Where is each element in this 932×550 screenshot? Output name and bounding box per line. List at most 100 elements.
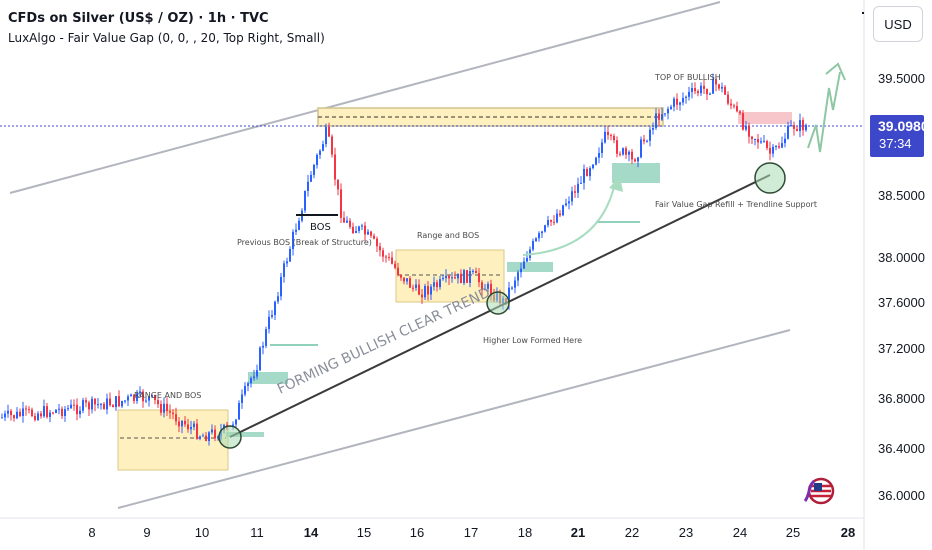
y-tick-label: 36.0000 <box>878 488 925 503</box>
candle-body <box>25 408 27 410</box>
candle-body <box>739 111 741 114</box>
candle-body <box>259 347 261 371</box>
candle-body <box>559 213 561 216</box>
candle-body <box>58 408 60 410</box>
candle-body <box>394 263 396 268</box>
candle-body <box>625 148 627 155</box>
candle-body <box>55 409 57 413</box>
candle-body <box>313 164 315 175</box>
candle-body <box>265 329 267 346</box>
candle-body <box>583 168 585 183</box>
candle-body <box>757 138 759 143</box>
candle-body <box>187 424 189 430</box>
candle-body <box>571 191 573 202</box>
candle-body <box>445 275 447 279</box>
candle-body <box>580 182 582 184</box>
candle-body <box>13 415 15 419</box>
x-tick-label: 23 <box>679 525 693 540</box>
candle-body <box>328 126 330 137</box>
candle-body <box>448 275 450 279</box>
projection-arrowhead <box>609 176 623 192</box>
candle-body <box>385 256 387 258</box>
candle-body <box>619 153 621 155</box>
candle-body <box>4 413 6 418</box>
candle-body <box>577 183 579 193</box>
label-previous-bos: Previous BOS (Break of Structure) <box>237 238 372 247</box>
label-top-of-bullish: TOP OF BULLISH <box>654 73 721 82</box>
candle-body <box>274 301 276 316</box>
candle-body <box>742 113 744 130</box>
candle-body <box>319 150 321 155</box>
candle-body <box>214 429 216 439</box>
candle-body <box>793 125 795 129</box>
candle-body <box>622 148 624 155</box>
candle-body <box>355 230 357 233</box>
candle-body <box>106 398 108 410</box>
candle-body <box>130 394 132 397</box>
x-tick-label: 24 <box>733 525 747 540</box>
menu-dot-icon <box>862 12 864 14</box>
candle-body <box>112 405 114 408</box>
candle-body <box>637 157 639 162</box>
candle-body <box>76 404 78 415</box>
candle-body <box>523 261 525 269</box>
candle-body <box>682 97 684 103</box>
candle-body <box>208 432 210 441</box>
candle-body <box>238 402 240 420</box>
candle-body <box>547 220 549 226</box>
candle-body <box>91 398 93 410</box>
candle-body <box>64 409 66 416</box>
candle-body <box>469 271 471 283</box>
candle-body <box>268 316 270 330</box>
candle-body <box>22 408 24 417</box>
candle-body <box>157 400 159 405</box>
candle-body <box>412 287 414 289</box>
candle-body <box>475 270 477 274</box>
y-tick-label: 36.8000 <box>878 391 925 406</box>
candle-body <box>727 94 729 104</box>
candle-body <box>433 282 435 287</box>
label-bullish-trend: FORMING BULLISH CLEAR TREND <box>275 285 493 398</box>
candle-body <box>655 113 657 129</box>
candle-body <box>292 231 294 249</box>
candle-body <box>442 278 444 280</box>
candle-body <box>52 412 54 414</box>
candle-body <box>202 435 204 437</box>
swing-low-circle <box>486 291 510 315</box>
candle-body <box>430 286 432 295</box>
x-tick-label: 25 <box>786 525 800 540</box>
swing-low-circle <box>754 162 786 194</box>
indicator-legend[interactable]: LuxAlgo - Fair Value Gap (0, 0, , 20, To… <box>8 31 325 45</box>
candle-body <box>40 413 42 417</box>
symbol-title: CFDs on Silver (US$ / OZ) · 1h · TVC <box>8 11 269 26</box>
candle-body <box>16 411 18 419</box>
candle-body <box>298 220 300 230</box>
bar-countdown: 37:34 <box>879 136 912 151</box>
candle-body <box>676 98 678 105</box>
candle-body <box>721 86 723 89</box>
candle-body <box>175 414 177 422</box>
candle-body <box>376 238 378 247</box>
candle-body <box>103 403 105 410</box>
x-tick-label: 22 <box>625 525 639 540</box>
candle-body <box>145 400 147 402</box>
candle-body <box>472 270 474 272</box>
candle-body <box>616 140 618 154</box>
candle-body <box>646 140 648 142</box>
candle-body <box>382 250 384 257</box>
candle-body <box>601 142 603 153</box>
x-tick-label: 21 <box>571 525 585 540</box>
candle-body <box>133 394 135 402</box>
currency-button[interactable]: USD <box>873 6 923 42</box>
candle-body <box>403 277 405 282</box>
candle-body <box>190 427 192 430</box>
candle-body <box>97 404 99 406</box>
candle-body <box>415 284 417 288</box>
candle-body <box>733 105 735 107</box>
candle-body <box>295 229 297 232</box>
candle-body <box>358 226 360 231</box>
label-higher-low: Higher Low Formed Here <box>483 336 582 345</box>
candle-body <box>697 91 699 94</box>
candle-body <box>46 406 48 417</box>
